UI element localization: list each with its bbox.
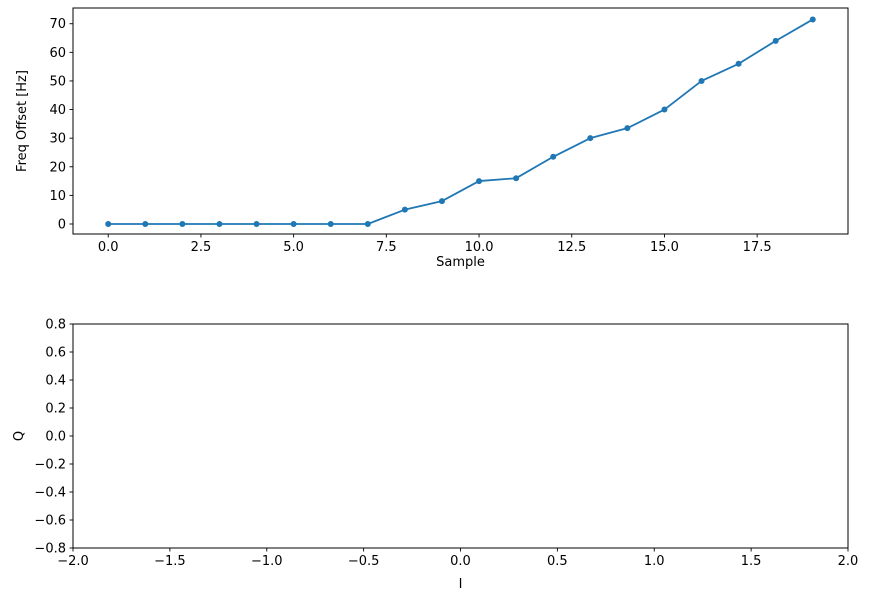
data-point	[809, 16, 816, 23]
y-tick-label: 0.6	[45, 346, 66, 361]
bottom-plot-ylabel: Q	[12, 431, 27, 441]
data-point	[401, 206, 408, 213]
y-tick-label: 30	[49, 132, 66, 147]
data-point	[513, 175, 520, 182]
x-tick-label: 1.0	[644, 554, 665, 569]
data-point	[179, 220, 186, 227]
data-point	[772, 37, 779, 44]
y-tick-label: 40	[49, 103, 66, 118]
data-point	[327, 220, 334, 227]
data-point	[624, 125, 631, 132]
data-point	[587, 135, 594, 142]
x-tick-label: 7.5	[376, 240, 397, 255]
x-tick-label: 17.5	[743, 240, 772, 255]
data-point	[142, 220, 149, 227]
data-point	[735, 60, 742, 67]
y-tick-label: 10	[49, 189, 66, 204]
data-point	[661, 106, 668, 113]
x-tick-label: −2.0	[57, 554, 89, 569]
x-tick-label: 1.5	[741, 554, 762, 569]
y-tick-label: −0.6	[34, 514, 66, 529]
y-tick-label: −0.8	[34, 542, 66, 557]
x-tick-label: 0.5	[547, 554, 568, 569]
data-point	[438, 198, 445, 205]
plot-frame	[72, 7, 849, 235]
y-tick-label: 60	[49, 46, 66, 61]
x-tick-label: −0.5	[348, 554, 380, 569]
x-tick-label: 12.5	[557, 240, 586, 255]
y-tick-label: −0.2	[34, 458, 66, 473]
y-tick-label: 50	[49, 74, 66, 89]
plot-frame	[72, 323, 849, 549]
x-tick-label: −1.0	[251, 554, 283, 569]
x-tick-label: 5.0	[283, 240, 304, 255]
data-point	[105, 220, 112, 227]
y-tick-label: 70	[49, 17, 66, 32]
y-tick-label: 20	[49, 160, 66, 175]
y-tick-label: 0	[58, 217, 66, 232]
top-plot-xlabel: Sample	[436, 255, 485, 270]
x-tick-label: 0.0	[98, 240, 119, 255]
data-point	[253, 220, 260, 227]
y-tick-label: 0.0	[45, 430, 66, 445]
x-tick-label: 0.0	[450, 554, 471, 569]
y-tick-label: −0.4	[34, 486, 66, 501]
bottom-plot-xlabel: I	[459, 577, 463, 592]
x-tick-label: −1.5	[154, 554, 186, 569]
y-tick-label: 0.8	[45, 318, 66, 333]
x-tick-label: 10.0	[465, 240, 494, 255]
y-tick-label: 0.2	[45, 402, 66, 417]
iq-constellation-plot: −2.0 −1.5 −1.0 −0.5 0.0 0.5 1.0 1.5 2.0 −0.8 −0.6 −…	[34, 318, 858, 570]
x-tick-label: 2.5	[191, 240, 212, 255]
data-line-freq-offset	[107, 18, 814, 225]
y-tick-label: 0.4	[45, 374, 66, 389]
freq-offset-plot: 0.0 2.5 5.0 7.5 10.0 12.5 15.0 17.5 0 10 20 30 40 50 6…	[49, 7, 849, 255]
data-point	[476, 178, 483, 185]
data-point	[216, 220, 223, 227]
x-tick-label: 2.0	[838, 554, 859, 569]
top-plot-ylabel: Freq Offset [Hz]	[15, 70, 30, 172]
x-tick-label: 15.0	[650, 240, 679, 255]
data-point	[364, 220, 371, 227]
data-point	[698, 77, 705, 84]
data-point	[290, 220, 297, 227]
data-point	[550, 153, 557, 160]
